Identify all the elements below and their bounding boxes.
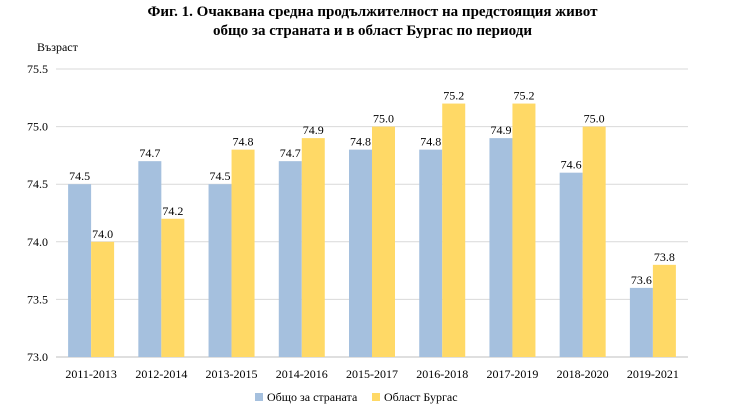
data-label: 74.7 — [280, 146, 301, 160]
x-tick-label: 2014-2016 — [276, 367, 328, 381]
data-label: 74.6 — [561, 158, 582, 172]
data-label: 74.9 — [490, 123, 511, 137]
bar — [278, 161, 302, 357]
y-tick-label: 74.0 — [27, 235, 48, 249]
data-label: 75.0 — [373, 112, 394, 126]
data-label: 75.0 — [584, 112, 605, 126]
bar — [629, 287, 653, 357]
x-tick-label: 2017-2019 — [486, 367, 538, 381]
data-label: 74.2 — [162, 204, 183, 218]
y-tick-label: 75.0 — [27, 120, 48, 134]
data-label: 73.6 — [631, 273, 652, 287]
data-label: 74.0 — [92, 227, 113, 241]
data-label: 74.8 — [233, 135, 254, 149]
legend-label: Област Бургас — [384, 390, 458, 404]
y-tick-label: 73.5 — [27, 292, 48, 306]
y-axis-label: Възраст — [37, 40, 79, 54]
data-label: 73.8 — [654, 250, 675, 264]
x-tick-label: 2015-2017 — [346, 367, 398, 381]
x-tick-label: 2013-2015 — [206, 367, 258, 381]
legend-swatch — [372, 393, 380, 401]
data-label: 74.5 — [69, 169, 90, 183]
data-label: 74.5 — [210, 169, 231, 183]
bar — [442, 103, 466, 357]
x-tick-label: 2016-2018 — [416, 367, 468, 381]
y-tick-label: 74.5 — [27, 177, 48, 191]
bar — [301, 138, 325, 357]
data-label: 74.9 — [303, 123, 324, 137]
bar — [231, 149, 255, 357]
bar — [372, 126, 395, 357]
bar — [419, 149, 443, 357]
bar — [68, 184, 92, 357]
data-label: 74.7 — [139, 146, 160, 160]
bar — [582, 126, 606, 357]
bar — [161, 218, 185, 357]
x-tick-label: 2018-2020 — [557, 367, 609, 381]
y-tick-label: 75.5 — [27, 62, 48, 76]
legend-swatch — [255, 393, 263, 401]
chart-title: Фиг. 1. Очаквана средна продължителност … — [0, 3, 745, 41]
chart-title-line-2: общо за страната и в област Бургас по пе… — [213, 23, 532, 39]
y-tick-label: 73.0 — [27, 350, 48, 364]
legend-label: Общо за страната — [267, 390, 358, 404]
data-label: 74.8 — [420, 135, 441, 149]
chart-title-line-1: Фиг. 1. Очаквана средна продължителност … — [147, 4, 598, 20]
x-tick-label: 2011-2013 — [65, 367, 117, 381]
x-tick-label: 2012-2014 — [135, 367, 187, 381]
bar — [349, 149, 372, 357]
bar — [208, 184, 232, 357]
bar — [512, 103, 536, 357]
bar — [138, 161, 162, 357]
bar — [652, 264, 676, 357]
data-label: 74.8 — [350, 135, 371, 149]
bar — [559, 172, 583, 357]
bar — [91, 241, 115, 357]
bar — [489, 138, 513, 357]
data-label: 75.2 — [443, 89, 464, 103]
x-tick-label: 2019-2021 — [627, 367, 679, 381]
data-label: 75.2 — [513, 89, 534, 103]
